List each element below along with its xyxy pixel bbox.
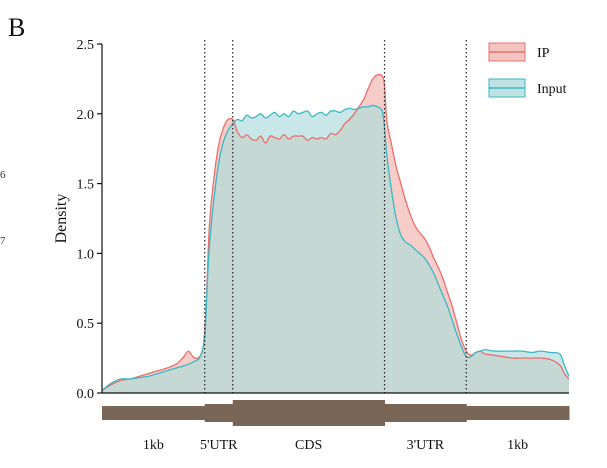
y-tick-label-0: 0.0 <box>77 387 95 402</box>
region-label-3: CDS <box>295 438 322 453</box>
y-tick-label-4: 2.0 <box>77 108 95 123</box>
gene-segment-3 <box>232 400 386 426</box>
legend: IP Input <box>488 42 567 98</box>
region-label-1: 1kb <box>143 438 164 453</box>
area-overlap <box>102 105 569 393</box>
gene-model <box>102 400 570 426</box>
y-axis-title: Density <box>53 194 70 244</box>
y-tick-label-3: 1.5 <box>77 178 95 193</box>
margin-fragment-2: 7 <box>0 235 6 247</box>
y-tick-label-1: 0.5 <box>77 317 95 332</box>
gene-segment-5 <box>466 406 570 420</box>
y-tick-label-5: 2.5 <box>77 38 95 53</box>
gene-segment-4 <box>384 404 467 422</box>
legend-label-ip: IP <box>537 46 550 61</box>
margin-fragment-1: 6 <box>0 169 6 181</box>
region-label-5: 1kb <box>507 438 528 453</box>
y-tick-label-2: 1.0 <box>77 247 95 262</box>
region-labels: 1kb 5'UTR CDS 3'UTR 1kb <box>143 438 528 453</box>
gene-segment-2 <box>204 404 234 422</box>
gene-segment-1 <box>102 406 206 420</box>
plot-area: 0.0 0.5 1.0 1.5 2.0 2.5 <box>77 38 569 402</box>
legend-label-input: Input <box>537 82 567 97</box>
region-label-4: 3'UTR <box>407 438 445 453</box>
region-label-2: 5'UTR <box>200 438 238 453</box>
panel-label: B <box>8 13 25 42</box>
